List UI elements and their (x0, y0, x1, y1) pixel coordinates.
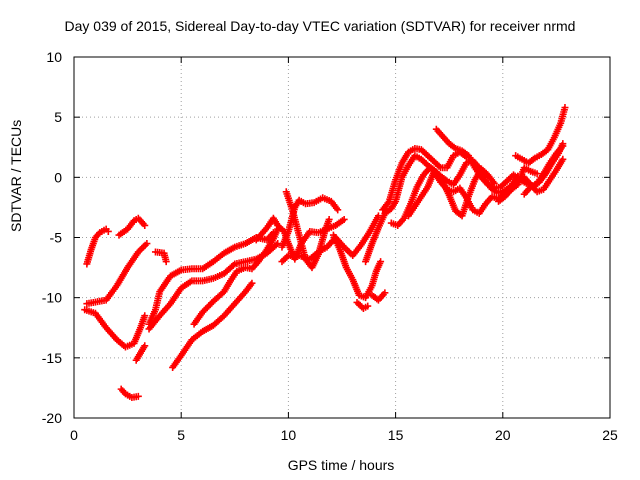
data-point (334, 206, 342, 214)
x-tick-label: 15 (388, 427, 404, 443)
data-point (559, 155, 567, 163)
data-point (340, 215, 348, 223)
data-series (151, 248, 170, 266)
grid-lines (74, 57, 610, 418)
data-point (143, 240, 151, 248)
data-point (272, 241, 280, 249)
data-point (561, 104, 569, 112)
data-series (132, 342, 149, 364)
data-point (381, 289, 389, 297)
x-tick-label: 0 (70, 427, 78, 443)
data-points (81, 104, 569, 402)
y-tick-label: -10 (42, 290, 62, 306)
x-tick-label: 20 (495, 427, 511, 443)
y-tick-label: 0 (54, 169, 62, 185)
y-tick-label: 5 (54, 109, 62, 125)
data-series (190, 225, 282, 328)
data-point (364, 302, 372, 310)
data-point (533, 170, 541, 178)
x-tick-label: 25 (602, 427, 618, 443)
data-point (248, 279, 256, 287)
x-tick-label: 10 (281, 427, 297, 443)
chart-title: Day 039 of 2015, Sidereal Day-to-day VTE… (64, 18, 576, 34)
data-point (134, 392, 142, 400)
data-series (117, 385, 142, 402)
data-series (379, 144, 470, 214)
y-tick-label: 10 (46, 49, 62, 65)
data-series (282, 188, 333, 272)
y-tick-label: -20 (42, 410, 62, 426)
data-point (325, 215, 333, 223)
data-series (512, 104, 569, 167)
data-series (115, 214, 149, 239)
data-point (141, 312, 149, 320)
data-series (81, 306, 149, 351)
data-point (162, 258, 170, 266)
data-series (83, 225, 112, 268)
data-series (83, 240, 151, 308)
y-tick-label: -5 (50, 230, 63, 246)
data-point (559, 142, 567, 150)
data-series (520, 142, 567, 198)
data-point (274, 240, 282, 248)
data-series (145, 229, 277, 328)
data-point (132, 356, 140, 364)
data-series (362, 152, 522, 266)
data-point (104, 227, 112, 235)
axis-ticks: 0 5 10 15 20 25 -20 -15 -10 -5 0 5 10 (42, 49, 618, 443)
data-series (169, 279, 256, 371)
y-tick-label: -15 (42, 350, 62, 366)
data-point (377, 258, 385, 266)
data-point (141, 221, 149, 229)
x-tick-label: 5 (177, 427, 185, 443)
data-series (353, 298, 372, 312)
data-series (329, 231, 385, 302)
x-axis-label: GPS time / hours (287, 457, 395, 473)
data-point (229, 261, 237, 269)
data-series (368, 289, 389, 304)
